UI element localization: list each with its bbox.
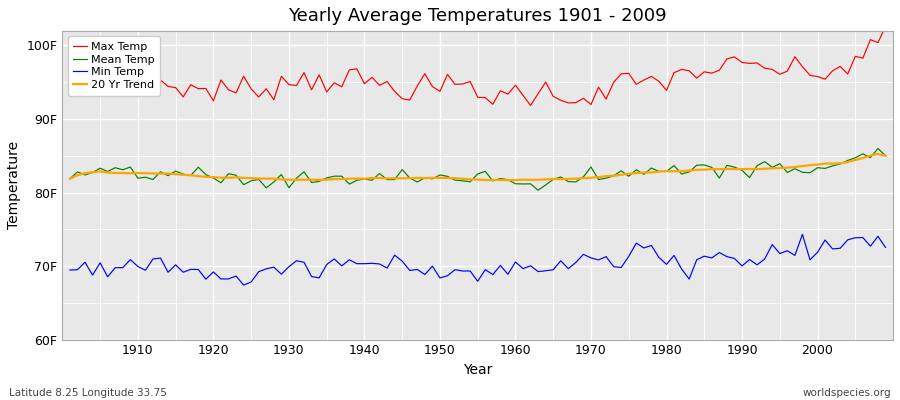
Min Temp [65, 268, 76, 272]
20 Yr Trend [291, 178, 302, 182]
Line: Mean Temp: Mean Temp [70, 148, 886, 190]
20 Yr Trend [880, 153, 891, 158]
Mean Temp [291, 176, 302, 181]
Max Temp [65, 72, 76, 77]
Min Temp [518, 266, 528, 271]
Line: 20 Yr Trend: 20 Yr Trend [70, 154, 886, 180]
Max Temp [526, 103, 536, 108]
Legend: Max Temp, Mean Temp, Min Temp, 20 Yr Trend: Max Temp, Mean Temp, Min Temp, 20 Yr Tre… [68, 36, 160, 96]
20 Yr Trend [502, 178, 513, 182]
Min Temp [344, 257, 355, 262]
Max Temp [125, 71, 136, 76]
Mean Temp [502, 177, 513, 182]
Mean Temp [880, 153, 891, 158]
Min Temp [797, 232, 808, 237]
Min Temp [299, 260, 310, 265]
20 Yr Trend [510, 178, 521, 182]
Y-axis label: Temperature: Temperature [7, 141, 21, 229]
Line: Min Temp: Min Temp [70, 234, 886, 285]
Min Temp [125, 257, 136, 262]
Mean Temp [873, 146, 884, 151]
20 Yr Trend [518, 177, 528, 182]
Mean Temp [510, 181, 521, 186]
Min Temp [608, 264, 619, 269]
Max Temp [608, 80, 619, 85]
Min Temp [238, 283, 249, 288]
20 Yr Trend [337, 177, 347, 182]
Mean Temp [533, 188, 544, 192]
20 Yr Trend [65, 176, 76, 181]
20 Yr Trend [873, 152, 884, 156]
Max Temp [291, 83, 302, 88]
Mean Temp [608, 174, 619, 178]
Max Temp [337, 84, 347, 89]
Mean Temp [125, 164, 136, 169]
Max Temp [502, 92, 513, 96]
Mean Temp [337, 174, 347, 178]
Min Temp [880, 245, 891, 250]
Max Temp [510, 83, 521, 88]
Min Temp [510, 260, 521, 264]
X-axis label: Year: Year [463, 363, 492, 377]
Line: Max Temp: Max Temp [70, 27, 886, 106]
Max Temp [880, 24, 891, 29]
Mean Temp [65, 176, 76, 181]
Text: Latitude 8.25 Longitude 33.75: Latitude 8.25 Longitude 33.75 [9, 388, 166, 398]
Title: Yearly Average Temperatures 1901 - 2009: Yearly Average Temperatures 1901 - 2009 [288, 7, 667, 25]
Text: worldspecies.org: worldspecies.org [803, 388, 891, 398]
20 Yr Trend [125, 171, 136, 176]
20 Yr Trend [608, 173, 619, 178]
